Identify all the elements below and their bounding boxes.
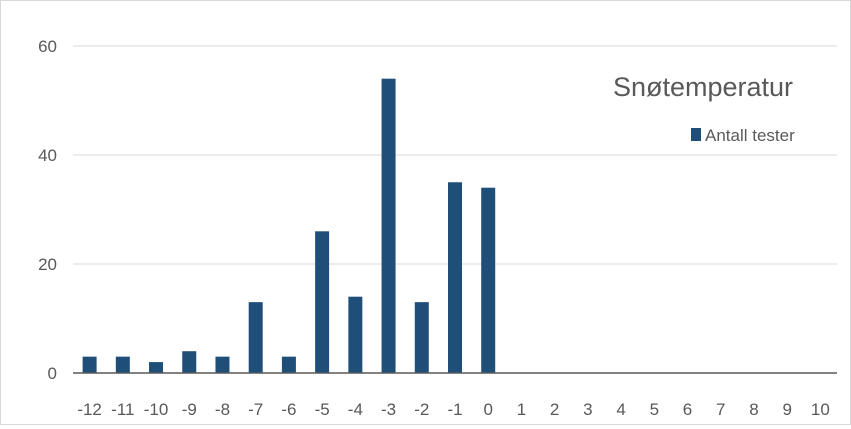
x-tick-label: -3 xyxy=(381,400,396,419)
chart-title: Snøtemperatur xyxy=(613,72,793,102)
x-tick-label: -11 xyxy=(111,400,134,419)
bar--2 xyxy=(414,302,429,373)
x-tick-label: 2 xyxy=(550,400,559,419)
bar--11 xyxy=(115,356,130,373)
x-tick-label: 1 xyxy=(517,400,526,419)
x-tick-label: -2 xyxy=(414,400,429,419)
x-axis-ticks: -12 -11 -10 -9 -8 -7 -6 -5 -4 -3 -2 -1 0 1 2 3 4 5 6 7 8 9 10 xyxy=(77,400,830,419)
x-tick-label: 8 xyxy=(749,400,758,419)
x-tick-label: -4 xyxy=(348,400,363,419)
bar--1 xyxy=(448,182,462,373)
y-tick-label: 40 xyxy=(38,146,57,165)
bar--4 xyxy=(348,296,363,373)
x-tick-label: -12 xyxy=(77,400,102,419)
x-tick-label: 6 xyxy=(683,400,692,419)
bar-0 xyxy=(481,187,496,373)
bar--5 xyxy=(315,231,330,373)
y-tick-label: 60 xyxy=(38,37,57,56)
y-axis-ticks: 0 20 40 60 xyxy=(38,37,57,383)
bar--7 xyxy=(248,302,263,373)
bar--9 xyxy=(182,351,197,373)
x-tick-label: -1 xyxy=(447,400,462,419)
x-tick-label: 4 xyxy=(616,400,625,419)
x-tick-label: 7 xyxy=(716,400,725,419)
legend-label: Antall tester xyxy=(705,126,795,145)
x-tick-label: -10 xyxy=(144,400,169,419)
bar--12 xyxy=(82,356,97,373)
bars xyxy=(82,78,496,373)
x-tick-label: 5 xyxy=(650,400,659,419)
x-tick-label: -6 xyxy=(281,400,296,419)
bar--8 xyxy=(215,356,230,373)
x-tick-label: -8 xyxy=(215,400,230,419)
x-tick-label: 3 xyxy=(583,400,592,419)
x-tick-label: -9 xyxy=(182,400,197,419)
x-tick-label: 10 xyxy=(811,400,830,419)
y-tick-label: 0 xyxy=(48,364,57,383)
x-tick-label: -5 xyxy=(315,400,330,419)
bar--3 xyxy=(381,78,396,373)
legend-swatch xyxy=(691,128,701,141)
bar--6 xyxy=(281,356,296,373)
y-tick-label: 20 xyxy=(38,255,57,274)
x-tick-label: 9 xyxy=(782,400,791,419)
bar--10 xyxy=(149,362,164,373)
x-tick-label: 0 xyxy=(483,400,492,419)
x-tick-label: -7 xyxy=(248,400,263,419)
